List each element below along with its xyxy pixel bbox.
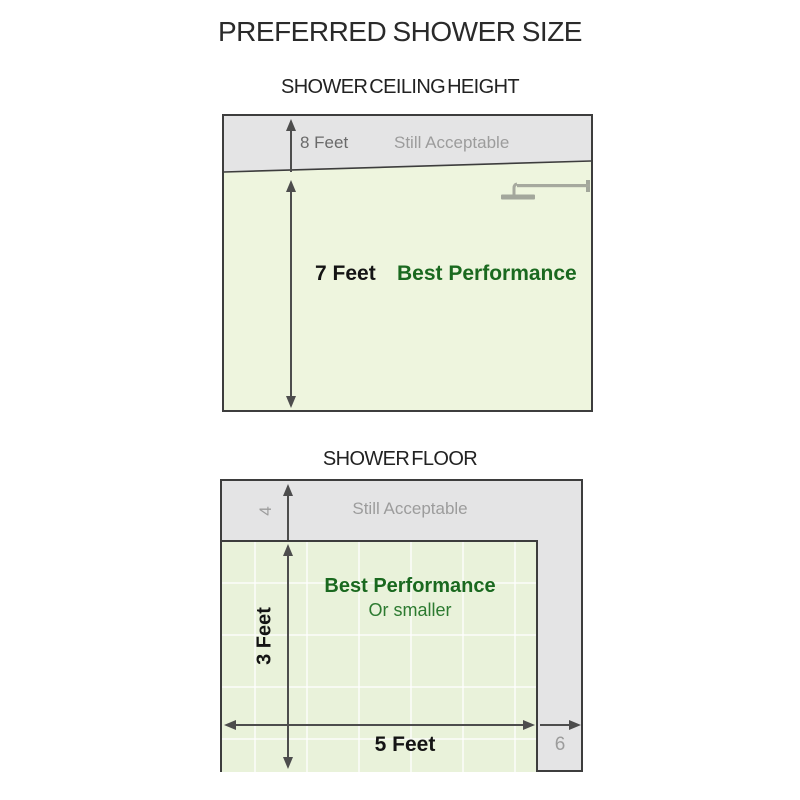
ceiling-best-dimension: 7 Feet: [315, 262, 376, 285]
floor-best-width-arrow: [235, 724, 524, 726]
floor-acceptable-width-arrow-head-right: [569, 720, 581, 730]
ceiling-diagram-heading: SHOWER CEILING HEIGHT: [280, 76, 520, 98]
ceiling-acceptable-band: [224, 116, 591, 173]
ceiling-acceptable-arrow-head-up: [286, 119, 296, 131]
ceiling-acceptable-dimension: 8 Feet: [300, 133, 349, 152]
floor-acceptable-width-dimension: 6: [554, 734, 566, 755]
ceiling-diagram: 8 Feet Still Acceptable 7 Feet Best Perf…: [222, 114, 593, 412]
floor-acceptable-depth-arrow: [287, 494, 289, 540]
floor-best-zone: [222, 540, 538, 772]
floor-acceptable-depth-arrow-head-up: [283, 484, 293, 496]
ceiling-best-arrow: [290, 191, 292, 397]
floor-diagram-heading: SHOWER FLOOR: [322, 448, 478, 470]
floor-best-width-arrow-head-right: [523, 720, 535, 730]
floor-acceptable-label: Still Acceptable: [352, 499, 468, 518]
floor-acceptable-width-arrow: [540, 724, 571, 726]
floor-acceptable-depth-dimension: 4: [256, 506, 275, 516]
floor-best-depth-arrow-head-up: [283, 544, 293, 556]
ceiling-best-label: Best Performance: [397, 262, 577, 285]
page-title: PREFERRED SHOWER SIZE: [218, 16, 582, 47]
floor-best-width-dimension: 5 Feet: [374, 733, 436, 756]
floor-best-depth-arrow: [287, 555, 289, 758]
floor-best-label: Best Performance: [324, 575, 496, 597]
floor-best-depth-arrow-head-down: [283, 757, 293, 769]
floor-best-note: Or smaller: [368, 600, 452, 620]
shower-head-icon: [501, 180, 590, 200]
floor-best-width-arrow-head-left: [224, 720, 236, 730]
ceiling-best-arrow-head-up: [286, 180, 296, 192]
floor-best-depth-dimension: 3 Feet: [253, 607, 276, 665]
ceiling-best-arrow-head-down: [286, 396, 296, 408]
ceiling-acceptable-label: Still Acceptable: [394, 133, 510, 152]
floor-diagram: 4 Still Acceptable 3 Feet Best Performan…: [220, 479, 583, 772]
ceiling-acceptable-arrow: [290, 129, 292, 172]
